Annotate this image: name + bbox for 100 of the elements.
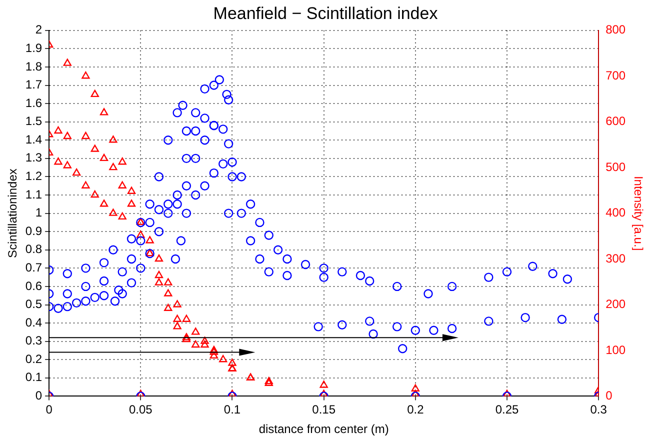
point bbox=[200, 84, 210, 94]
point bbox=[173, 300, 182, 308]
point bbox=[145, 200, 154, 209]
point bbox=[62, 302, 72, 312]
point bbox=[108, 245, 118, 254]
point bbox=[100, 154, 108, 162]
point bbox=[54, 126, 62, 134]
point bbox=[63, 132, 72, 140]
y-tick-label: 2 bbox=[35, 22, 42, 37]
point bbox=[118, 212, 126, 220]
point bbox=[222, 90, 232, 100]
y-tick-label: 0.5 bbox=[25, 297, 42, 312]
point bbox=[54, 157, 62, 165]
point bbox=[191, 126, 200, 136]
point bbox=[172, 190, 182, 200]
point bbox=[127, 200, 136, 207]
y2-tick-label: 300 bbox=[606, 251, 626, 266]
y2-axis-title: Intensity [a.u.] bbox=[631, 176, 646, 251]
point bbox=[398, 344, 408, 354]
point bbox=[82, 132, 90, 140]
y-tick-label: 0.7 bbox=[25, 260, 42, 274]
point bbox=[63, 161, 72, 168]
point bbox=[100, 108, 108, 116]
point bbox=[118, 157, 126, 165]
point bbox=[264, 376, 273, 384]
point bbox=[236, 172, 246, 182]
point bbox=[200, 136, 210, 145]
y-tick-label: 1.4 bbox=[25, 132, 42, 146]
point bbox=[192, 340, 200, 348]
point bbox=[224, 208, 234, 218]
point bbox=[99, 291, 109, 300]
point bbox=[300, 260, 310, 270]
point bbox=[200, 336, 209, 344]
y-tick-label: 0.1 bbox=[25, 370, 42, 384]
point bbox=[273, 245, 283, 254]
point bbox=[54, 304, 63, 314]
point bbox=[178, 100, 188, 110]
x-tick-label: 0.05 bbox=[128, 402, 153, 417]
point bbox=[164, 278, 172, 286]
point bbox=[136, 230, 145, 238]
x-tick-label: 0.25 bbox=[495, 402, 519, 417]
point bbox=[548, 269, 558, 278]
point bbox=[164, 208, 173, 218]
point bbox=[126, 234, 136, 244]
point bbox=[154, 226, 164, 236]
y-tick-label: 1.5 bbox=[25, 114, 42, 128]
point bbox=[182, 333, 191, 340]
point bbox=[82, 181, 90, 188]
point bbox=[154, 172, 164, 182]
y2-tick-label: 100 bbox=[606, 342, 626, 357]
point bbox=[218, 124, 228, 134]
point bbox=[209, 80, 219, 90]
point bbox=[191, 190, 200, 200]
x-tick-label: 0.15 bbox=[312, 402, 336, 417]
point bbox=[411, 384, 420, 392]
point bbox=[192, 328, 200, 335]
point bbox=[502, 267, 512, 276]
point bbox=[338, 320, 347, 330]
point bbox=[228, 358, 236, 366]
y-tick-label: 0.4 bbox=[25, 315, 42, 330]
point bbox=[246, 236, 256, 246]
point bbox=[562, 274, 572, 284]
point bbox=[264, 378, 273, 386]
y2-tick-label: 200 bbox=[606, 297, 626, 312]
point bbox=[118, 181, 126, 188]
point bbox=[127, 186, 136, 194]
point bbox=[224, 139, 234, 148]
y-tick-label: 1.1 bbox=[25, 187, 42, 202]
chart-title: Meanfield − Scintillation index bbox=[213, 4, 438, 23]
point bbox=[368, 329, 378, 339]
y-tick-label: 0.9 bbox=[25, 224, 42, 238]
point bbox=[118, 289, 127, 298]
point bbox=[99, 258, 109, 268]
y-tick-label: 1.9 bbox=[25, 41, 42, 55]
point bbox=[365, 316, 374, 326]
point bbox=[200, 340, 209, 348]
y2-tick-label: 0 bbox=[606, 388, 613, 403]
point bbox=[228, 172, 237, 182]
point bbox=[338, 267, 347, 276]
point bbox=[528, 262, 538, 271]
x-tick-label: 0 bbox=[46, 402, 53, 417]
point bbox=[314, 322, 323, 332]
y-tick-label: 0.2 bbox=[25, 352, 42, 366]
point bbox=[136, 236, 146, 246]
point bbox=[172, 200, 182, 209]
point bbox=[118, 267, 127, 276]
y-tick-label: 0.8 bbox=[25, 242, 42, 256]
point bbox=[109, 162, 118, 170]
point bbox=[429, 326, 438, 335]
point bbox=[164, 304, 172, 312]
y-tick-label: 1.6 bbox=[25, 96, 42, 110]
point bbox=[200, 114, 210, 123]
point bbox=[246, 200, 256, 209]
point bbox=[191, 108, 200, 118]
y-tick-label: 0 bbox=[35, 388, 42, 403]
point bbox=[320, 380, 328, 388]
point bbox=[365, 276, 374, 286]
point bbox=[63, 58, 72, 66]
point bbox=[109, 136, 118, 143]
point bbox=[282, 270, 292, 280]
